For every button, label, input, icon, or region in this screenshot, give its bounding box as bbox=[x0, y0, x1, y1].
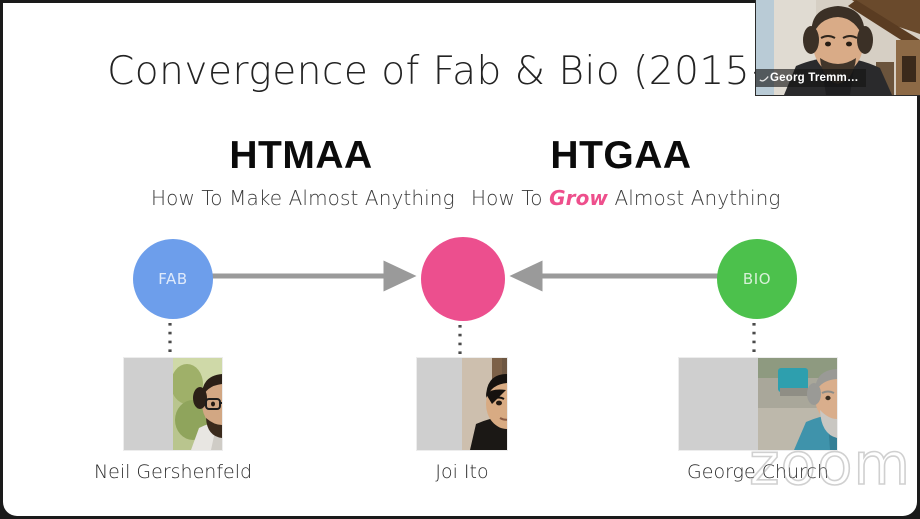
expansion-htmaa-suffix: Make Almost Anything bbox=[229, 185, 455, 210]
expansion-htgaa-emphasis: Grow bbox=[549, 185, 609, 210]
expansion-htgaa-suffix: Almost Anything bbox=[608, 185, 781, 210]
column-heading-htmaa: HTMAA How To Make Almost Anything bbox=[151, 134, 455, 210]
portrait-george bbox=[679, 358, 837, 450]
person-card-neil: Neil Gershenfeld bbox=[73, 358, 273, 483]
expansion-htmaa-prefix: How To bbox=[151, 185, 230, 210]
person-card-joi: Joi Ito bbox=[362, 358, 562, 483]
portrait-neil bbox=[124, 358, 222, 450]
node-fab: FAB bbox=[133, 239, 213, 319]
participant-video-tile[interactable]: Georg Tremm… bbox=[755, 0, 920, 96]
person-name-joi: Joi Ito bbox=[435, 461, 489, 483]
portrait-george-image bbox=[758, 358, 837, 450]
node-bio: BIO bbox=[717, 239, 797, 319]
node-convergence bbox=[421, 237, 505, 321]
expansion-htmaa: How To Make Almost Anything bbox=[151, 185, 455, 210]
person-name-george: George Church bbox=[687, 461, 829, 483]
column-heading-htgaa: HTGAA How To Grow Almost Anything bbox=[471, 134, 780, 210]
slide-title: Convergence of Fab & Bio (2015~) bbox=[107, 49, 799, 94]
expansion-htgaa: How To Grow Almost Anything bbox=[471, 185, 780, 210]
zoom-watermark: zoom bbox=[748, 429, 911, 499]
person-card-george: George Church bbox=[658, 358, 858, 483]
expansion-htgaa-prefix: How To bbox=[471, 185, 550, 210]
portrait-joi-image bbox=[462, 358, 507, 450]
microphone-icon bbox=[759, 76, 769, 82]
acronym-htmaa: HTMAA bbox=[229, 134, 373, 177]
participant-name-badge: Georg Tremm… bbox=[756, 69, 866, 87]
portrait-neil-image bbox=[173, 358, 222, 450]
portrait-joi bbox=[417, 358, 507, 450]
acronym-htgaa: HTGAA bbox=[550, 134, 692, 177]
person-name-neil: Neil Gershenfeld bbox=[93, 461, 253, 483]
